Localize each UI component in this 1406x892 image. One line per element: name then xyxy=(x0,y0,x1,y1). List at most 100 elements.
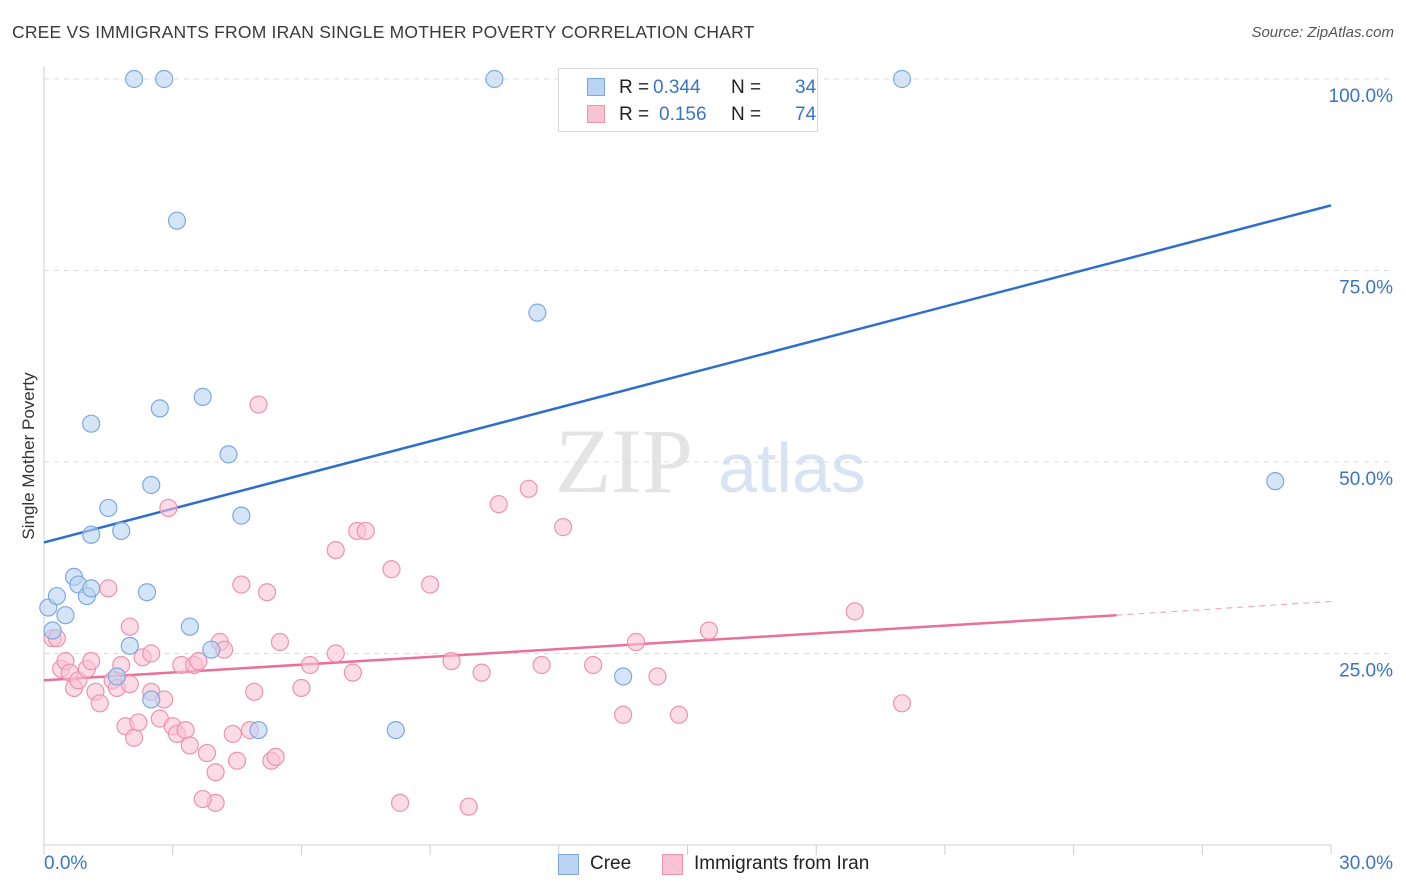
iran-point xyxy=(326,644,345,663)
cree-point xyxy=(82,579,101,598)
iran-point xyxy=(189,652,208,671)
x-tick-label: 0.0% xyxy=(44,853,87,874)
cree-point xyxy=(167,211,187,230)
n-label: N = xyxy=(731,77,762,98)
data-points xyxy=(39,69,1285,816)
iran-point xyxy=(206,763,225,782)
cree-swatch xyxy=(587,78,605,96)
cree-point xyxy=(43,621,62,640)
iran-point xyxy=(99,579,118,598)
cree-point xyxy=(1266,472,1285,491)
iran-point xyxy=(270,632,290,652)
cree-point xyxy=(99,498,118,518)
trend-lines xyxy=(43,204,1332,682)
r-value: 0.156 xyxy=(659,104,707,125)
iran-point xyxy=(343,663,362,682)
iran-point xyxy=(159,498,178,518)
n-value: 34 xyxy=(795,77,817,98)
iran-point xyxy=(245,682,264,701)
cree-point xyxy=(124,69,144,89)
iran-point xyxy=(326,540,345,560)
cree-point xyxy=(56,606,75,625)
svg-text:atlas: atlas xyxy=(718,429,866,507)
iran-point xyxy=(180,736,199,755)
watermark: ZIP atlas xyxy=(555,410,866,512)
iran-point xyxy=(292,678,311,698)
iran-point xyxy=(459,797,478,816)
iran-point xyxy=(129,713,148,732)
y-axis-label: Single Mother Poverty xyxy=(19,372,38,540)
iran-point xyxy=(892,694,912,713)
iran-point xyxy=(614,705,633,724)
cree-point xyxy=(155,69,174,89)
source-label: Source: ZipAtlas.com xyxy=(1251,24,1394,41)
iran-point xyxy=(356,521,375,541)
cree-point xyxy=(193,387,212,406)
axes xyxy=(43,66,1332,855)
iran-point xyxy=(669,705,689,724)
iran-point xyxy=(584,655,603,675)
iran-point xyxy=(193,789,212,809)
x-tick-label: 30.0% xyxy=(1339,853,1393,874)
iran-point xyxy=(442,652,461,671)
iran-point xyxy=(257,583,277,602)
iran-point xyxy=(845,602,864,621)
cree-point xyxy=(219,445,238,464)
cree-point xyxy=(82,525,101,544)
iran-point xyxy=(421,575,440,594)
cree-point xyxy=(202,640,221,659)
r-label: R = xyxy=(619,104,650,125)
cree-point xyxy=(47,586,66,606)
r-value: 0.344 xyxy=(653,77,701,98)
iran-point xyxy=(249,395,268,414)
iran-swatch xyxy=(662,854,683,875)
iran-trend-extension xyxy=(1116,600,1332,616)
iran-point xyxy=(519,479,538,498)
cree-point xyxy=(142,475,161,495)
iran-point xyxy=(120,617,139,636)
cree-point xyxy=(892,69,912,89)
cree-trend-line xyxy=(43,204,1332,544)
cree-point xyxy=(485,69,504,89)
iran-trend-line xyxy=(43,613,1117,682)
iran-point xyxy=(382,560,401,579)
y-tick-label: 75.0% xyxy=(1339,278,1393,299)
iran-swatch xyxy=(587,105,605,123)
iran-point xyxy=(82,652,101,671)
iran-point xyxy=(648,667,667,686)
r-label: R = xyxy=(619,77,650,98)
cree-point xyxy=(249,720,268,740)
iran-point xyxy=(176,720,195,740)
iran-point xyxy=(227,751,247,770)
cree-point xyxy=(180,617,199,636)
iran-point xyxy=(390,793,410,812)
chart-title: CREE VS IMMIGRANTS FROM IRAN SINGLE MOTH… xyxy=(12,22,755,42)
stats-legend: R = 0.344 N = 34 R = 0.156 N = 74 xyxy=(558,68,818,132)
iran-point xyxy=(553,518,573,537)
n-value: 74 xyxy=(795,104,817,125)
cree-point xyxy=(232,506,251,525)
iran-point xyxy=(142,644,161,663)
iran-legend-label: Immigrants from Iran xyxy=(694,853,870,874)
cree-point xyxy=(107,667,127,686)
iran-point xyxy=(300,655,320,675)
iran-point xyxy=(699,621,719,640)
iran-point xyxy=(232,575,251,594)
iran-point xyxy=(90,694,109,713)
y-tick-label: 100.0% xyxy=(1329,86,1394,107)
iran-point xyxy=(223,724,242,744)
iran-point xyxy=(197,743,217,763)
cree-point xyxy=(137,583,157,602)
y-tick-label: 50.0% xyxy=(1339,469,1393,490)
cree-point xyxy=(82,414,101,433)
svg-text:ZIP: ZIP xyxy=(555,410,693,512)
y-tick-label: 25.0% xyxy=(1339,661,1393,682)
tick-labels: 25.0% 50.0% 75.0% 100.0% 0.0% 30.0% xyxy=(44,86,1393,874)
cree-point xyxy=(386,720,405,740)
cree-point xyxy=(112,521,131,541)
iran-point xyxy=(124,728,144,747)
cree-point xyxy=(142,690,161,709)
cree-point xyxy=(150,399,169,418)
iran-point xyxy=(472,663,491,682)
